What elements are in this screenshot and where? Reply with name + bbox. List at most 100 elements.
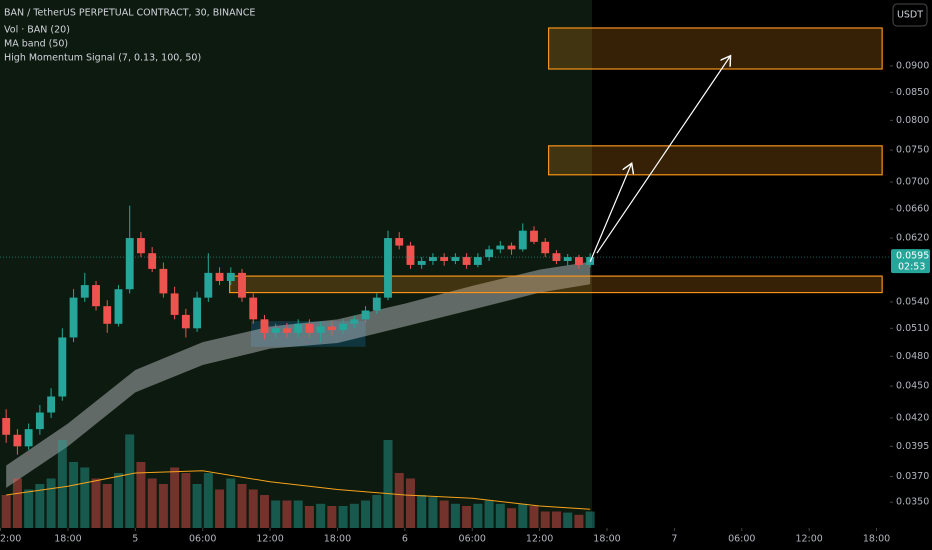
candle-body [193,297,202,329]
volume-bar [338,506,348,528]
currency-button[interactable] [892,3,928,27]
volume-bar [113,473,123,528]
volume-bar [147,478,157,528]
volume-bar [259,495,269,528]
x-tick-label: 18:00 [863,534,890,545]
candle-body [148,253,157,269]
candle-body [226,272,235,281]
candle-body [103,306,112,324]
volume-ma-line [6,470,591,510]
volume-bar [450,503,460,528]
x-tick-label: 18:00 [324,534,351,545]
volume-bar [226,478,236,528]
volume-bar [181,473,191,528]
indicator-label: High Momentum Signal (7, 0.13, 100, 50) [4,53,201,64]
candle-body [518,230,527,250]
volume-bar [327,506,337,528]
volume-bar [271,500,281,528]
volume-bar [484,500,494,528]
x-tick-label: 6 [402,534,408,545]
candle-body [80,285,89,298]
volume-bar [24,489,34,528]
candle-body [13,434,22,447]
candle-body [316,326,325,333]
candle-body [485,249,494,258]
candle-body [125,238,134,290]
chart-title: BAN / TetherUS PERPETUAL CONTRACT, 30, B… [4,8,255,19]
volume-bar [57,440,67,528]
volume-bar [563,512,573,528]
candle-body [35,412,44,430]
candle-body [249,297,258,320]
candle-body [204,272,213,298]
volume-bar [158,484,168,528]
x-tick-label: 7 [671,534,677,545]
volume-bar [417,495,427,528]
x-tick-label: 06:00 [459,534,486,545]
volume-bar [540,511,550,528]
volume-bar [585,511,595,528]
y-tick-label: 0.0395 [896,441,929,452]
plot-area [0,27,890,528]
volume-bar [372,495,382,528]
volume-bar [405,478,415,528]
last-price-label: 0.0595 [896,251,929,262]
candle-body [137,238,145,254]
volume-bar [192,484,202,528]
candle-body [552,253,561,261]
candle-body [417,260,426,265]
volume-bar [428,497,438,528]
candle-body [462,257,471,265]
last-price-box [891,249,930,274]
volume-bar [349,503,359,528]
volume-bar [215,489,225,528]
volume-bar [282,500,292,528]
volume-bar [529,506,539,528]
candle-body [271,328,280,333]
y-tick-label: 0.0900 [896,60,929,71]
volume-bar [473,503,483,528]
projection-arrow [596,56,731,254]
candle-body [473,257,482,265]
candle-body [395,238,404,246]
projection-arrow [589,163,632,262]
candle-body [372,297,381,311]
candle-body [238,272,246,298]
volume-bar [69,462,79,528]
y-tick-label: 0.0420 [896,412,929,423]
candle-body [563,257,572,261]
y-tick-label: 0.0350 [896,497,929,508]
history-background [0,0,592,528]
volume-bar [551,511,561,528]
x-tick-label: 18:00 [593,534,620,545]
currency-label[interactable]: USDT [897,10,923,21]
candle-body [350,319,359,324]
candle-body [507,245,516,250]
y-tick-label: 0.0620 [896,233,929,244]
volume-bar [125,434,135,528]
x-tick-label: 12:00 [795,534,822,545]
volume-bar [237,484,247,528]
volume-bar [46,478,56,528]
y-tick-label: 0.0480 [896,351,929,362]
volume-bar [1,495,11,528]
y-tick-label: 0.0750 [896,145,929,156]
volume-bar [507,508,517,528]
candle-body [260,319,269,333]
indicator-label: Vol · BAN (20) [4,25,70,36]
volume-bar [394,473,404,528]
volume-bar [136,462,146,528]
volume-bar [203,473,213,528]
candle-body [283,328,291,333]
x-tick-label: 06:00 [189,534,216,545]
x-tick-label: 06:00 [728,534,755,545]
volume-bar [170,467,180,528]
volume-bar [102,484,112,528]
x-tick-label: 2:00 [0,534,21,545]
candle-body [440,257,449,261]
candle-body [530,230,538,242]
volume-bar [316,503,326,528]
volume-bar [574,514,584,528]
volume-bar [91,478,101,528]
x-tick-label: 12:00 [526,534,553,545]
